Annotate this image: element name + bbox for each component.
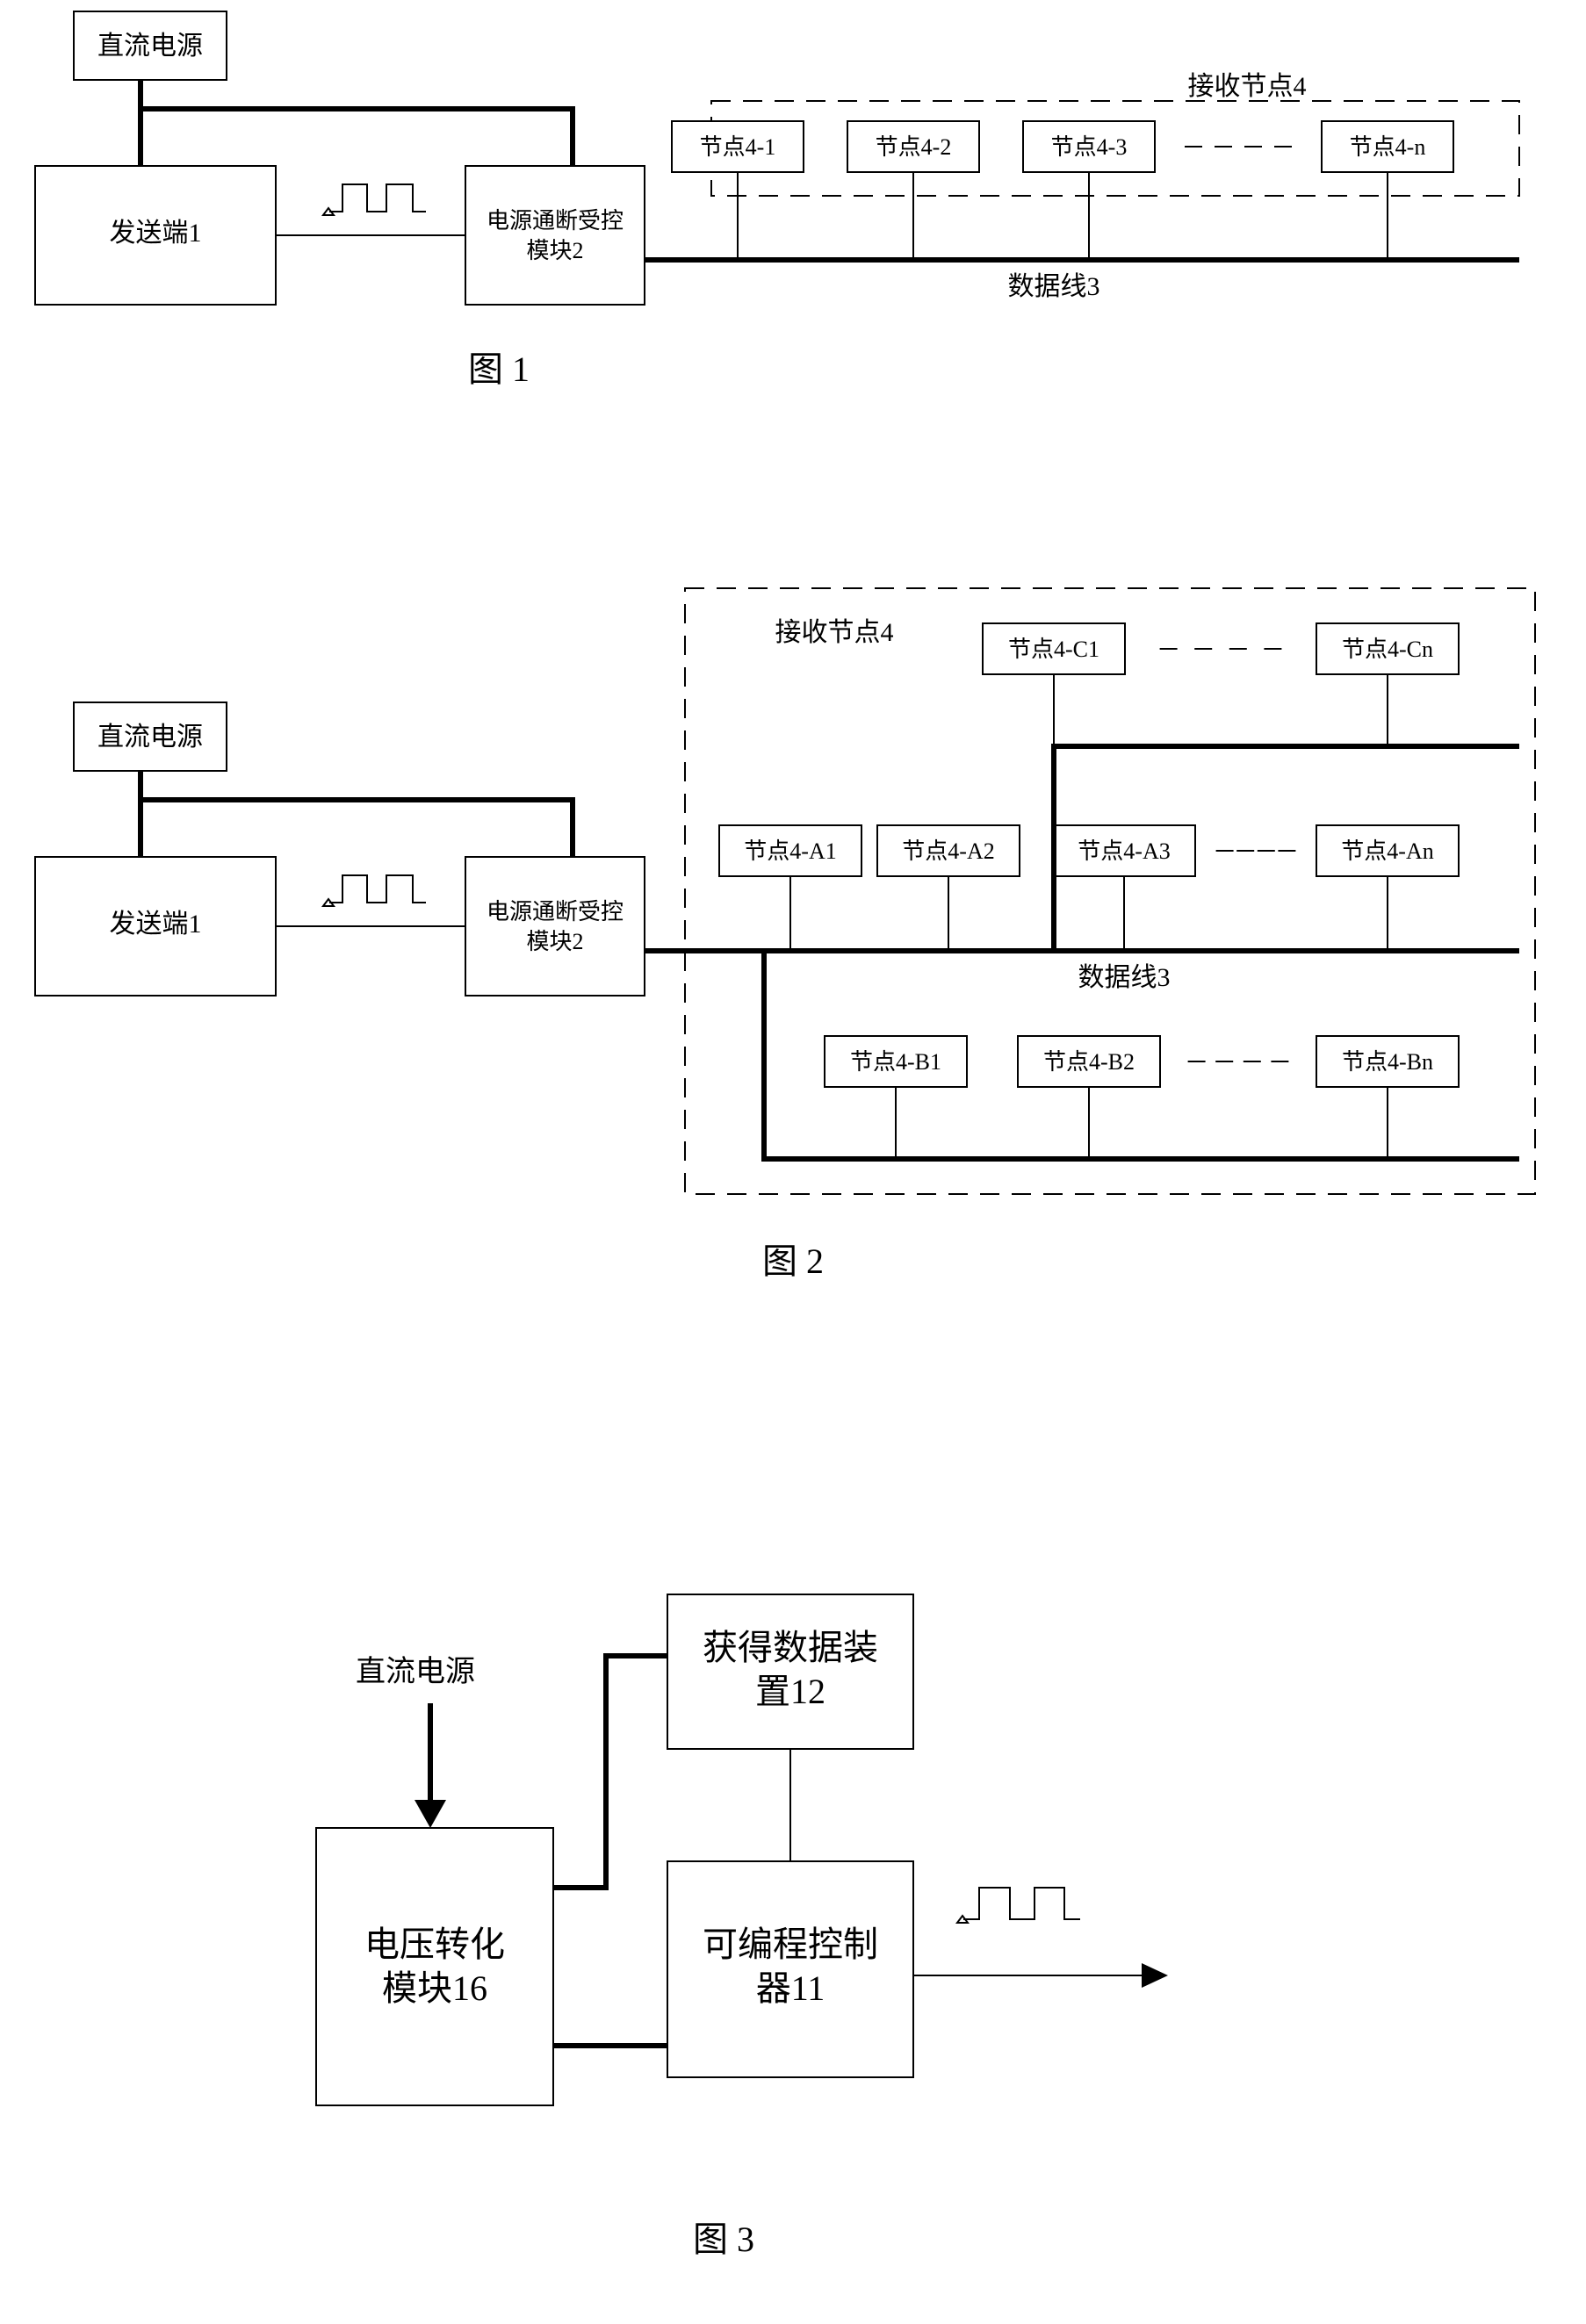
svg-text:节点4-A3: 节点4-A3 [1078,838,1170,864]
pulse-icon-fig1 [323,184,426,215]
receiver-group-label-fig2: 接收节点4 [775,618,894,647]
svg-text:节点4-A2: 节点4-A2 [902,838,994,864]
dc-arrow-label: 直流电源 [356,1655,475,1688]
sender-label: 发送端1 [110,219,202,248]
svg-text:节点4-3: 节点4-3 [1051,134,1128,160]
pulse-icon-fig2 [323,875,426,906]
svg-text:节点4-2: 节点4-2 [876,134,952,160]
vconv-box [316,1828,553,2105]
fig1-caption: 图 1 [468,349,530,389]
svg-text:节点4-B2: 节点4-B2 [1043,1049,1135,1075]
svg-text:节点4-n: 节点4-n [1350,134,1426,160]
fig2-rowA: 节点4-A1 节点4-A2 节点4-A3 节点4-An [719,825,1459,951]
arrow-head-plc [1142,1963,1168,1988]
fig2-rowB: 节点4-B1 节点4-B2 节点4-Bn [825,1036,1459,1159]
svg-text:节点4-Cn: 节点4-Cn [1342,637,1433,662]
power-switch-box-f2 [465,857,645,996]
svg-text:节点4-An: 节点4-An [1341,838,1433,864]
figure-2: 直流电源 发送端1 电源通断受控模块2 接收节点4 节点4-C1节点4-Cn 节… [35,588,1535,1281]
fig2-rowC: 节点4-C1 节点4-Cn [983,623,1459,746]
svg-text:节点4-Bn: 节点4-Bn [1342,1049,1433,1075]
svg-text:节点4-1: 节点4-1 [700,134,776,160]
dc-power-label-f2: 直流电源 [97,723,203,752]
data-line-label-fig2: 数据线3 [1078,963,1171,992]
data-line-label-fig1: 数据线3 [1008,272,1100,301]
svg-text:节点4-C1: 节点4-C1 [1008,637,1099,662]
figure-3: 直流电源 电压转化模块16 获得数据装置12 可编程控制器11 图 3 [316,1594,1168,2259]
arrow-head-dc [415,1800,446,1828]
fig2-caption: 图 2 [762,1241,824,1281]
receiver-group-label-fig1: 接收节点4 [1188,72,1307,101]
pulse-icon-fig3 [957,1888,1080,1923]
svg-text:节点4-B1: 节点4-B1 [850,1049,941,1075]
receiver-group-fig2 [685,588,1535,1194]
dc-power-label: 直流电源 [97,32,203,61]
fig3-caption: 图 3 [693,2220,754,2259]
sender-label-f2: 发送端1 [110,910,202,939]
power-switch-box [465,166,645,305]
figure-1: 直流电源 发送端1 电源通断受控模块2 接收节点4 节点4-1节点4-2节点4-… [35,11,1519,389]
fig1-nodes: 节点4-1 节点4-2 节点4-3 节点4-n [672,121,1453,260]
svg-text:节点4-A1: 节点4-A1 [744,838,836,864]
